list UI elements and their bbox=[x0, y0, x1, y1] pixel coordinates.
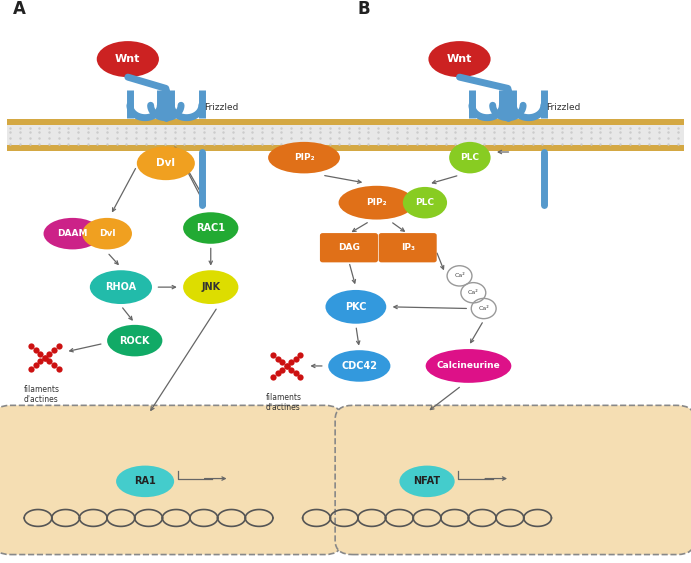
Text: IP₃: IP₃ bbox=[401, 243, 415, 252]
Text: Ca²: Ca² bbox=[468, 291, 479, 295]
FancyBboxPatch shape bbox=[379, 233, 437, 262]
Ellipse shape bbox=[107, 325, 162, 356]
Ellipse shape bbox=[116, 466, 174, 497]
Ellipse shape bbox=[449, 142, 491, 173]
Text: PKC: PKC bbox=[345, 302, 367, 312]
Ellipse shape bbox=[399, 466, 455, 497]
Ellipse shape bbox=[183, 270, 238, 304]
Text: B: B bbox=[358, 0, 370, 18]
Text: Dvl: Dvl bbox=[156, 158, 176, 168]
Ellipse shape bbox=[137, 146, 195, 180]
FancyBboxPatch shape bbox=[335, 405, 691, 555]
Text: DAG: DAG bbox=[338, 243, 360, 252]
Ellipse shape bbox=[426, 349, 511, 383]
Text: PIP₂: PIP₂ bbox=[366, 198, 387, 207]
Ellipse shape bbox=[183, 212, 238, 244]
Text: PLC: PLC bbox=[415, 198, 435, 207]
Ellipse shape bbox=[268, 142, 340, 173]
Text: A: A bbox=[12, 0, 26, 18]
Text: Wnt: Wnt bbox=[115, 54, 140, 64]
Text: RHOA: RHOA bbox=[105, 282, 137, 292]
Ellipse shape bbox=[403, 187, 447, 218]
Ellipse shape bbox=[328, 350, 390, 382]
Text: PIP₂: PIP₂ bbox=[294, 153, 314, 162]
Text: filaments
d'actines: filaments d'actines bbox=[265, 393, 301, 412]
Text: RAC1: RAC1 bbox=[196, 223, 225, 233]
Ellipse shape bbox=[339, 186, 415, 220]
FancyBboxPatch shape bbox=[7, 119, 684, 132]
Text: JNK: JNK bbox=[201, 282, 220, 292]
Text: filaments
d'actines: filaments d'actines bbox=[23, 385, 59, 404]
Text: RA1: RA1 bbox=[134, 476, 156, 486]
Text: Ca²: Ca² bbox=[478, 306, 489, 311]
Ellipse shape bbox=[44, 218, 102, 249]
Ellipse shape bbox=[325, 290, 386, 324]
Text: Calcineurine: Calcineurine bbox=[437, 361, 500, 370]
Text: Dvl: Dvl bbox=[99, 229, 115, 238]
Text: Frizzled: Frizzled bbox=[204, 103, 238, 112]
Text: DAAM: DAAM bbox=[57, 229, 88, 238]
Text: ROCK: ROCK bbox=[120, 336, 150, 346]
Text: Frizzled: Frizzled bbox=[546, 103, 580, 112]
Ellipse shape bbox=[82, 218, 132, 249]
FancyBboxPatch shape bbox=[320, 233, 378, 262]
Text: PLC: PLC bbox=[460, 153, 480, 162]
Text: CDC42: CDC42 bbox=[341, 361, 377, 371]
FancyBboxPatch shape bbox=[0, 405, 342, 555]
FancyBboxPatch shape bbox=[7, 125, 684, 145]
Text: NFAT: NFAT bbox=[413, 476, 441, 486]
Ellipse shape bbox=[97, 41, 159, 77]
Ellipse shape bbox=[428, 41, 491, 77]
Ellipse shape bbox=[90, 270, 152, 304]
FancyBboxPatch shape bbox=[7, 138, 684, 151]
Text: Ca²: Ca² bbox=[454, 274, 465, 278]
Text: Wnt: Wnt bbox=[447, 54, 472, 64]
